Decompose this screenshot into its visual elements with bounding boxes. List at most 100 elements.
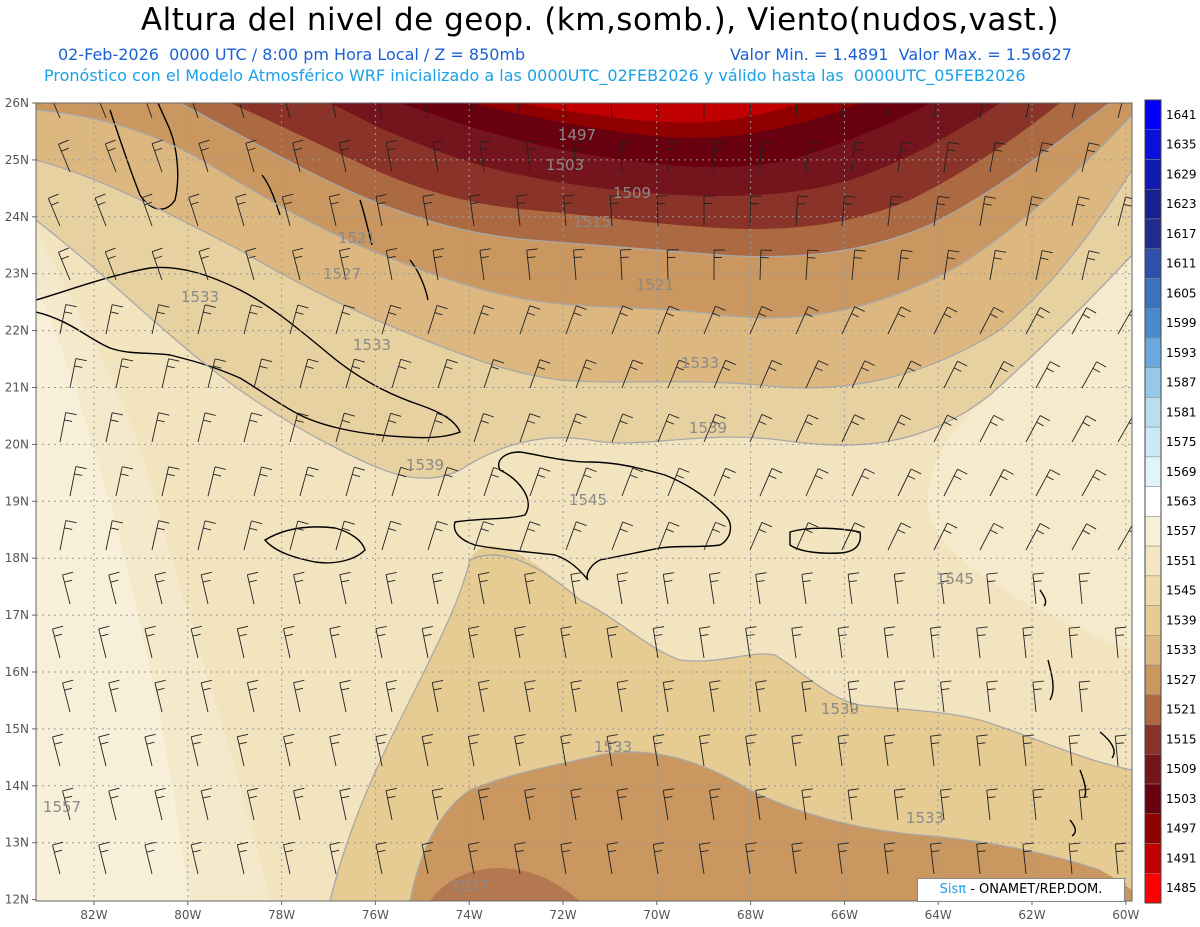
wind-barb <box>709 788 721 821</box>
wind-barb <box>893 572 906 605</box>
wind-barb <box>427 304 448 335</box>
colorbar-label: 1551 <box>1166 554 1197 568</box>
wind-barb <box>141 193 153 227</box>
wind-barb <box>473 521 495 551</box>
wind-barb <box>897 468 922 497</box>
wind-barb <box>619 249 632 281</box>
wind-barb <box>611 521 634 551</box>
wind-barb <box>759 141 772 173</box>
colorbar-label: 1617 <box>1166 227 1197 241</box>
contour-label: 1533 <box>181 288 219 306</box>
wind-barb <box>1025 196 1043 227</box>
colorbar-label: 1563 <box>1166 495 1197 509</box>
lat-label: 20N <box>5 437 29 451</box>
wind-barb <box>893 680 906 713</box>
wind-barb <box>1078 572 1091 605</box>
wind-barb <box>851 360 875 389</box>
wind-barb <box>421 841 434 875</box>
wind-barb <box>666 249 679 281</box>
wind-barb <box>469 194 481 227</box>
wind-barb <box>200 787 212 821</box>
wind-barb <box>1032 572 1044 605</box>
wind-barb <box>207 358 226 389</box>
contour-label: 1527 <box>323 265 361 283</box>
wind-barb <box>1071 415 1097 443</box>
wind-barb <box>467 842 480 875</box>
contour-label: 1527 <box>451 877 489 895</box>
lon-label: 66W <box>831 908 858 922</box>
wind-barb <box>979 306 1004 335</box>
wind-barb <box>565 305 587 335</box>
wind-barb <box>976 734 988 767</box>
wind-barb <box>575 359 597 389</box>
wind-barb <box>69 358 87 389</box>
lon-label: 68W <box>737 908 764 922</box>
wind-barb <box>151 139 163 173</box>
wind-barb <box>887 306 912 335</box>
wind-barb <box>243 520 263 551</box>
contour-label: 1539 <box>821 700 859 718</box>
colorbar-label: 1569 <box>1166 465 1197 479</box>
wind-barb <box>339 787 351 821</box>
wind-barb <box>514 842 526 875</box>
wind-barb <box>292 139 304 173</box>
wind-barb <box>851 468 875 497</box>
wind-barb <box>59 520 77 551</box>
wind-barb <box>575 467 597 497</box>
wind-barb <box>235 193 247 227</box>
wind-barb <box>58 247 71 281</box>
wind-barb <box>698 842 711 875</box>
wind-barb <box>1025 523 1051 551</box>
colorbar-swatch <box>1144 99 1162 130</box>
lat-label: 12N <box>5 893 29 907</box>
wind-barb <box>198 139 210 173</box>
colorbar-swatch <box>1144 843 1162 874</box>
wind-barb <box>479 140 491 173</box>
wind-barb <box>1022 734 1034 767</box>
wind-barb <box>986 788 998 821</box>
wind-barb <box>976 842 988 875</box>
wind-barb <box>847 788 860 821</box>
wind-barb <box>837 734 850 767</box>
wind-barb <box>53 103 61 119</box>
colorbar-swatch <box>1144 635 1162 666</box>
wind-barb <box>200 679 212 713</box>
wind-barb <box>887 195 903 227</box>
wind-barb <box>1114 842 1127 875</box>
wind-barb <box>851 141 866 173</box>
wind-barb <box>979 414 1004 443</box>
colorbar-swatch <box>1144 367 1162 398</box>
wind-barb <box>339 571 351 605</box>
wind-barb <box>98 625 110 659</box>
wind-barb <box>703 195 715 227</box>
wind-barb <box>437 466 458 497</box>
wind-barb <box>375 841 387 875</box>
wind-barb <box>519 521 541 551</box>
wind-barb <box>105 304 124 335</box>
longitude-labels: 82W 80W 78W 76W 74W 72W 70W 68W 66W 64W 62W 60W <box>80 901 1139 922</box>
wind-barb <box>979 522 1004 551</box>
wind-barb <box>986 680 998 713</box>
wind-barb <box>421 733 434 767</box>
subtitle-model: Pronóstico con el Modelo Atmosférico WRF… <box>44 66 1026 85</box>
colorbar-swatch <box>1144 337 1162 368</box>
wind-barb <box>837 626 850 659</box>
wind-barb <box>52 733 64 767</box>
wind-barb <box>289 520 309 551</box>
colorbar-label: 1599 <box>1166 316 1197 330</box>
wind-barb <box>609 194 622 227</box>
colorbar-swatch <box>1144 159 1162 190</box>
wind-barb <box>391 466 412 497</box>
wind-barb <box>105 520 124 551</box>
lat-label: 25N <box>5 153 29 167</box>
wind-barb <box>200 571 212 605</box>
wind-barb <box>385 571 397 605</box>
wind-barb <box>713 249 726 281</box>
wind-barb <box>745 626 757 659</box>
wind-barb <box>391 358 412 389</box>
wind-barb <box>246 679 259 713</box>
wind-barb <box>329 733 341 767</box>
wind-barb <box>943 141 960 173</box>
wind-barb <box>667 467 690 497</box>
wind-barb <box>473 413 495 443</box>
